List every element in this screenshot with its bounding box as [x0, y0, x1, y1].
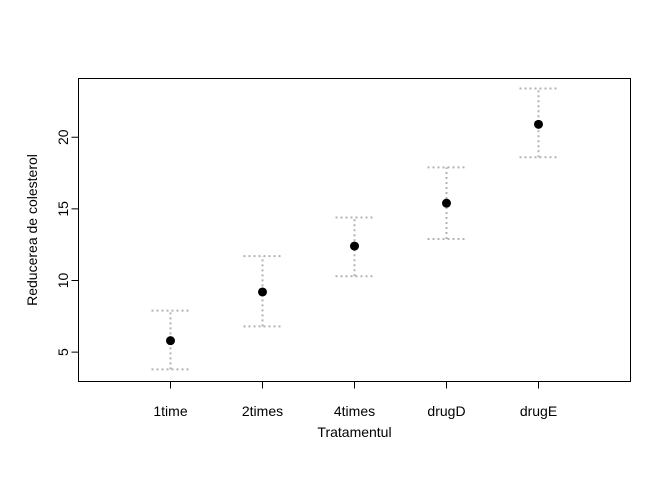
y-tick-label: 20	[55, 129, 71, 145]
y-axis-label: Reducerea de colesterol	[24, 154, 40, 306]
x-tick-label: drugE	[520, 403, 557, 419]
data-point	[258, 287, 267, 297]
x-tick-label: 4times	[334, 403, 375, 419]
y-tick-label: 10	[55, 273, 71, 289]
x-axis: 1time 2times 4times drugD drugE	[153, 381, 557, 419]
y-tick-label: 15	[55, 201, 71, 217]
error-bars	[151, 87, 558, 371]
data-point	[166, 336, 175, 346]
x-tick-label: drugD	[427, 403, 465, 419]
data-point	[534, 119, 543, 129]
x-tick-label: 2times	[242, 403, 283, 419]
x-tick-label: 1time	[153, 403, 187, 419]
data-points	[166, 119, 543, 346]
x-axis-label: Tratamentul	[317, 424, 391, 440]
data-point	[442, 198, 451, 208]
y-tick-label: 5	[55, 348, 71, 356]
y-axis: 5 10 15 20	[55, 129, 79, 356]
data-point	[350, 241, 359, 251]
